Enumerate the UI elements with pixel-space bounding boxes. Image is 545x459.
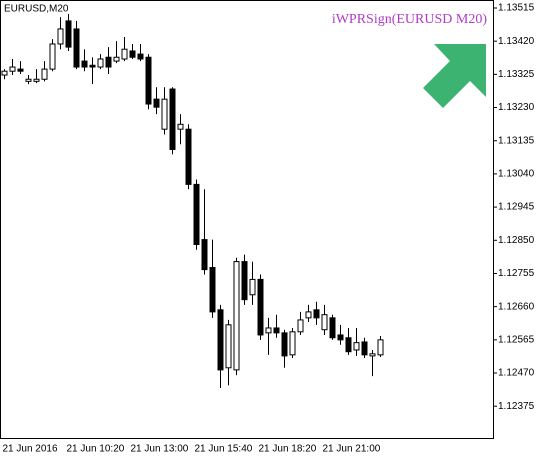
x-tick-label: 21 Jun 2016 (3, 444, 58, 455)
candle-body (161, 98, 168, 130)
candle-body (289, 331, 296, 356)
chart-title: EURUSD,M20 (4, 4, 69, 15)
candle-body (329, 317, 336, 339)
candle-body (1, 70, 8, 76)
candle-body (105, 56, 112, 68)
candle-body (281, 332, 288, 357)
candle-body (249, 278, 256, 296)
candle-body (377, 339, 384, 356)
candle-body (169, 88, 176, 150)
x-tick-label: 21 Jun 18:20 (259, 444, 317, 455)
candle-body (89, 64, 96, 68)
y-tick-label: 1.13420 (498, 36, 535, 47)
y-tick-label: 1.13135 (498, 135, 535, 146)
candle-body (137, 53, 144, 60)
candle-body (321, 314, 328, 331)
candle-body (25, 78, 32, 82)
y-tick-label: 1.13325 (498, 69, 535, 80)
candle-body (145, 56, 152, 105)
candle-body (185, 128, 192, 185)
candle-body (209, 267, 216, 313)
candle-body (297, 319, 304, 333)
y-tick-label: 1.13040 (498, 169, 535, 180)
candle-body (201, 239, 208, 271)
x-tick-label: 21 Jun 13:00 (131, 444, 189, 455)
candle-body (313, 309, 320, 319)
y-tick-label: 1.12850 (498, 235, 535, 246)
candle-body (17, 68, 24, 72)
candle-body (257, 278, 264, 336)
candle-body (81, 60, 88, 68)
y-tick-label: 1.13515 (498, 3, 535, 14)
candle-body (361, 341, 368, 356)
y-tick-label: 1.12375 (498, 401, 535, 412)
candle-body (57, 28, 64, 45)
candle-body (353, 342, 360, 351)
candle-body (345, 337, 352, 353)
candle-body (273, 327, 280, 334)
y-tick-label: 1.13230 (498, 102, 535, 113)
y-tick-label: 1.12565 (498, 334, 535, 345)
indicator-label: iWPRSign(EURUSD M20) (332, 12, 488, 27)
plot-frame (0, 0, 494, 439)
candle-body (217, 309, 224, 371)
candle-body (129, 50, 136, 58)
candle-body (305, 311, 312, 319)
candle-body (9, 66, 16, 72)
candle-body (337, 334, 344, 341)
candle-body (73, 28, 80, 68)
candle-body (369, 353, 376, 357)
signal-arrow (423, 44, 486, 108)
candle-body (225, 324, 232, 369)
candle-body (153, 98, 160, 108)
y-tick-label: 1.12755 (498, 268, 535, 279)
x-tick-label: 21 Jun 10:20 (67, 444, 125, 455)
candle-body (241, 261, 248, 301)
candle-body (33, 78, 40, 82)
candle-body (65, 20, 72, 48)
x-tick-label: 21 Jun 15:40 (195, 444, 253, 455)
y-tick-label: 1.12470 (498, 368, 535, 379)
candle-body (121, 48, 128, 60)
y-tick-label: 1.12660 (498, 301, 535, 312)
candle-body (177, 123, 184, 130)
candle-body (49, 43, 56, 70)
candle-body (265, 327, 272, 334)
candle-body (97, 58, 104, 68)
candle-body (193, 183, 200, 245)
x-tick-label: 21 Jun 21:00 (323, 444, 381, 455)
candle-body (233, 261, 240, 371)
candle-body (113, 56, 120, 62)
y-tick-label: 1.12945 (498, 202, 535, 213)
candle-body (41, 68, 48, 80)
